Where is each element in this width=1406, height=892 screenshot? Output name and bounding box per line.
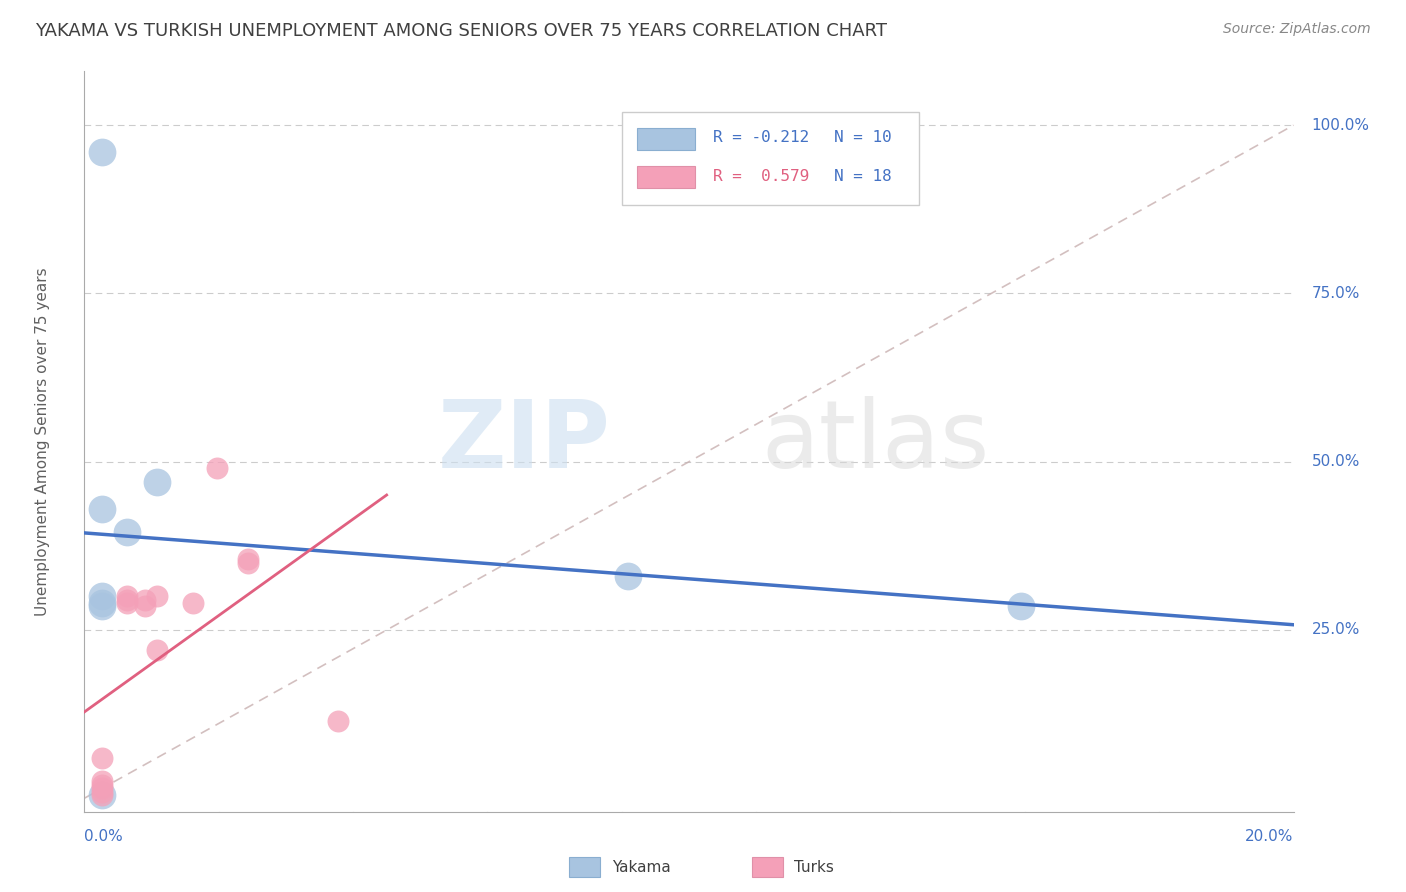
- Point: [91, 596, 114, 610]
- FancyBboxPatch shape: [637, 166, 695, 188]
- Text: R =  0.579: R = 0.579: [713, 169, 810, 184]
- Text: N = 10: N = 10: [834, 130, 891, 145]
- Point: [91, 599, 114, 614]
- Point: [181, 596, 204, 610]
- Point: [91, 781, 114, 796]
- Point: [146, 475, 169, 489]
- Point: [91, 751, 114, 765]
- Text: atlas: atlas: [762, 395, 990, 488]
- Text: 0.0%: 0.0%: [84, 829, 124, 844]
- Text: Yakama: Yakama: [612, 860, 671, 874]
- Text: YAKAMA VS TURKISH UNEMPLOYMENT AMONG SENIORS OVER 75 YEARS CORRELATION CHART: YAKAMA VS TURKISH UNEMPLOYMENT AMONG SEN…: [35, 22, 887, 40]
- Point: [91, 774, 114, 789]
- Point: [91, 784, 114, 798]
- Point: [91, 145, 114, 160]
- Text: Turks: Turks: [794, 860, 834, 874]
- Text: 20.0%: 20.0%: [1246, 829, 1294, 844]
- Text: Unemployment Among Seniors over 75 years: Unemployment Among Seniors over 75 years: [35, 268, 49, 615]
- Point: [115, 525, 138, 540]
- Text: R = -0.212: R = -0.212: [713, 130, 810, 145]
- Point: [134, 592, 156, 607]
- Point: [207, 461, 229, 475]
- Point: [236, 556, 259, 570]
- Point: [91, 778, 114, 792]
- FancyBboxPatch shape: [637, 128, 695, 150]
- Point: [328, 714, 350, 728]
- Text: 100.0%: 100.0%: [1312, 118, 1369, 133]
- Point: [146, 643, 169, 657]
- Text: ZIP: ZIP: [437, 395, 610, 488]
- Text: 25.0%: 25.0%: [1312, 623, 1360, 638]
- Point: [91, 501, 114, 516]
- Text: 50.0%: 50.0%: [1312, 454, 1360, 469]
- Point: [115, 592, 138, 607]
- Point: [91, 788, 114, 802]
- Point: [146, 590, 169, 604]
- Point: [115, 590, 138, 604]
- Point: [236, 552, 259, 566]
- Point: [91, 590, 114, 604]
- Point: [1011, 599, 1033, 614]
- Point: [115, 596, 138, 610]
- Text: Source: ZipAtlas.com: Source: ZipAtlas.com: [1223, 22, 1371, 37]
- Text: 75.0%: 75.0%: [1312, 286, 1360, 301]
- FancyBboxPatch shape: [623, 112, 918, 204]
- Point: [134, 599, 156, 614]
- Point: [617, 569, 640, 583]
- Point: [91, 788, 114, 802]
- Text: N = 18: N = 18: [834, 169, 891, 184]
